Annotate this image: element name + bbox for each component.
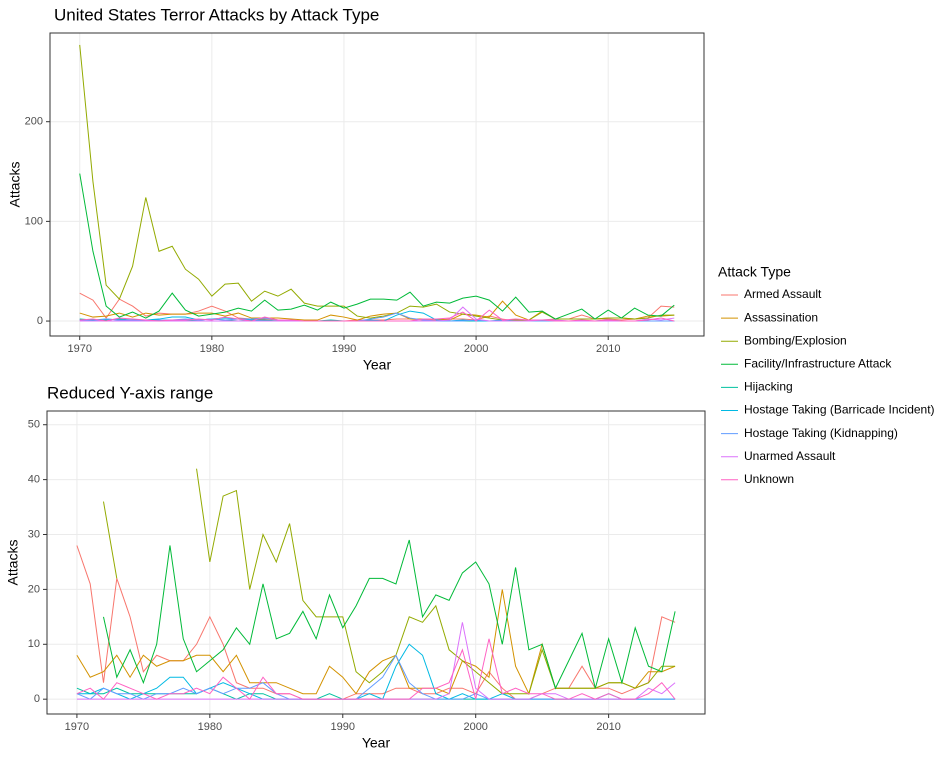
x-axis-title: Year <box>363 357 392 373</box>
plot-area <box>79 44 675 322</box>
y-tick-label: 50 <box>28 419 40 431</box>
series-line <box>76 638 676 700</box>
series-line <box>79 309 675 322</box>
x-tick-label: 2000 <box>464 343 488 355</box>
x-tick-label: 1980 <box>200 343 224 355</box>
y-tick-label: 10 <box>28 638 40 650</box>
x-tick-label: 1980 <box>198 721 222 733</box>
x-tick-label: 1990 <box>331 721 355 733</box>
panel-border <box>49 32 705 337</box>
series-line <box>79 173 675 320</box>
y-tick-label: 100 <box>25 215 43 227</box>
y-tick-label: 40 <box>28 474 40 486</box>
y-tick-label: 0 <box>34 693 40 705</box>
y-tick-label: 30 <box>28 528 40 540</box>
chart-title: United States Terror Attacks by Attack T… <box>54 5 379 24</box>
legend-label: Facility/Infrastructure Attack <box>744 356 892 370</box>
legend-label: Hostage Taking (Barricade Incident) <box>744 403 935 417</box>
series-line <box>103 539 676 690</box>
legend-label: Armed Assault <box>744 287 822 301</box>
y-tick-label: 20 <box>28 583 40 595</box>
legend-label: Hijacking <box>744 380 793 394</box>
legend-label: Unarmed Assault <box>744 449 836 463</box>
x-tick-label: 1970 <box>65 721 89 733</box>
legend-label: Assassination <box>744 310 818 324</box>
chart-title: Reduced Y-axis range <box>47 383 213 402</box>
panel-border <box>46 410 706 715</box>
y-axis-title: Attacks <box>7 162 23 208</box>
x-tick-label: 2010 <box>596 343 620 355</box>
y-axis-title: Attacks <box>5 540 21 586</box>
legend-label: Unknown <box>744 472 794 486</box>
x-axis-title: Year <box>362 735 391 751</box>
legend-label: Bombing/Explosion <box>744 333 847 347</box>
x-tick-label: 1970 <box>67 343 91 355</box>
x-tick-label: 1990 <box>332 343 356 355</box>
x-tick-label: 2000 <box>463 721 487 733</box>
y-tick-label: 200 <box>25 116 43 128</box>
legend-label: Hostage Taking (Kidnapping) <box>744 426 898 440</box>
x-tick-label: 2010 <box>596 721 620 733</box>
legend-title: Attack Type <box>718 264 791 280</box>
y-tick-label: 0 <box>37 315 43 327</box>
series-line <box>79 44 675 321</box>
plot-area <box>76 468 676 700</box>
